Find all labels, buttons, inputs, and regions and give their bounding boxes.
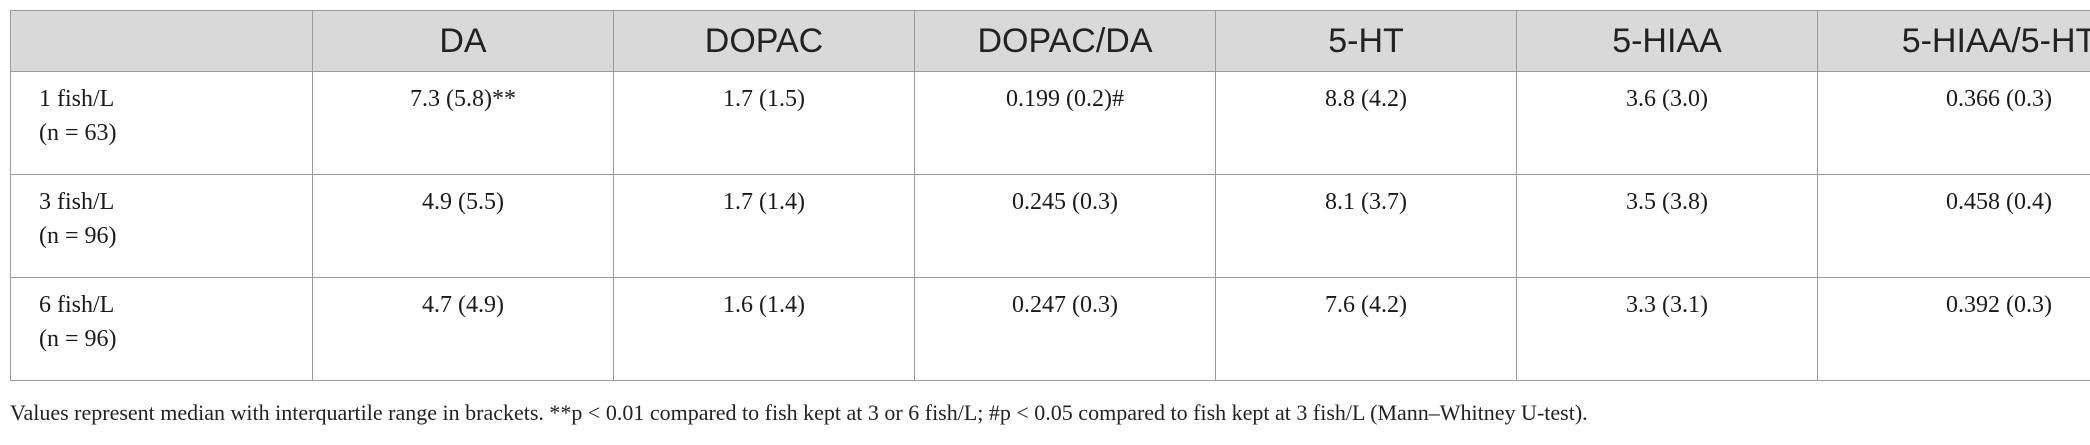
value-cell: 1.7 (1.4) [613,174,915,278]
header-row: DA DOPAC DOPAC/DA 5-HT 5-HIAA 5-HIAA/5-H… [10,10,2090,72]
n-label: (n = 96) [39,326,117,352]
n-label: (n = 96) [39,223,117,249]
value-cell: 0.247 (0.3) [914,277,1216,381]
row-label-cell: 6 fish/L (n = 96) [10,277,313,381]
header-cell-dopac-da: DOPAC/DA [914,10,1216,72]
value-cell: 0.392 (0.3) [1817,277,2090,381]
header-cell-5hiaa: 5-HIAA [1516,10,1818,72]
value-cell: 8.8 (4.2) [1215,71,1517,175]
header-cell-5hiaa-5ht: 5-HIAA/5-HT [1817,10,2090,72]
value-cell: 3.5 (3.8) [1516,174,1818,278]
table-caption: Values represent median with interquarti… [10,400,1588,425]
n-label: (n = 63) [39,120,117,146]
row-label-cell: 3 fish/L (n = 96) [10,174,313,278]
value-cell: 8.1 (3.7) [1215,174,1517,278]
table-row: 6 fish/L (n = 96) 4.7 (4.9) 1.6 (1.4) 0.… [10,277,2090,381]
group-label: 3 fish/L [39,189,115,215]
group-label: 1 fish/L [39,86,115,112]
table-container: DA DOPAC DOPAC/DA 5-HT 5-HIAA 5-HIAA/5-H… [10,10,2090,381]
table-row: 3 fish/L (n = 96) 4.9 (5.5) 1.7 (1.4) 0.… [10,174,2090,278]
header-cell-5ht: 5-HT [1215,10,1517,72]
value-cell: 1.7 (1.5) [613,71,915,175]
value-cell: 0.199 (0.2)# [914,71,1216,175]
value-cell: 1.6 (1.4) [613,277,915,381]
value-cell: 7.6 (4.2) [1215,277,1517,381]
value-cell: 0.245 (0.3) [914,174,1216,278]
header-cell-dopac: DOPAC [613,10,915,72]
value-cell: 0.458 (0.4) [1817,174,2090,278]
value-cell: 3.3 (3.1) [1516,277,1818,381]
table-row: 1 fish/L (n = 63) 7.3 (5.8)** 1.7 (1.5) … [10,71,2090,175]
data-table: DA DOPAC DOPAC/DA 5-HT 5-HIAA 5-HIAA/5-H… [10,10,2090,381]
header-cell-da: DA [312,10,614,72]
value-cell: 4.7 (4.9) [312,277,614,381]
header-cell-empty [10,10,313,72]
value-cell: 0.366 (0.3) [1817,71,2090,175]
value-cell: 7.3 (5.8)** [312,71,614,175]
value-cell: 4.9 (5.5) [312,174,614,278]
row-label-cell: 1 fish/L (n = 63) [10,71,313,175]
value-cell: 3.6 (3.0) [1516,71,1818,175]
group-label: 6 fish/L [39,292,115,318]
